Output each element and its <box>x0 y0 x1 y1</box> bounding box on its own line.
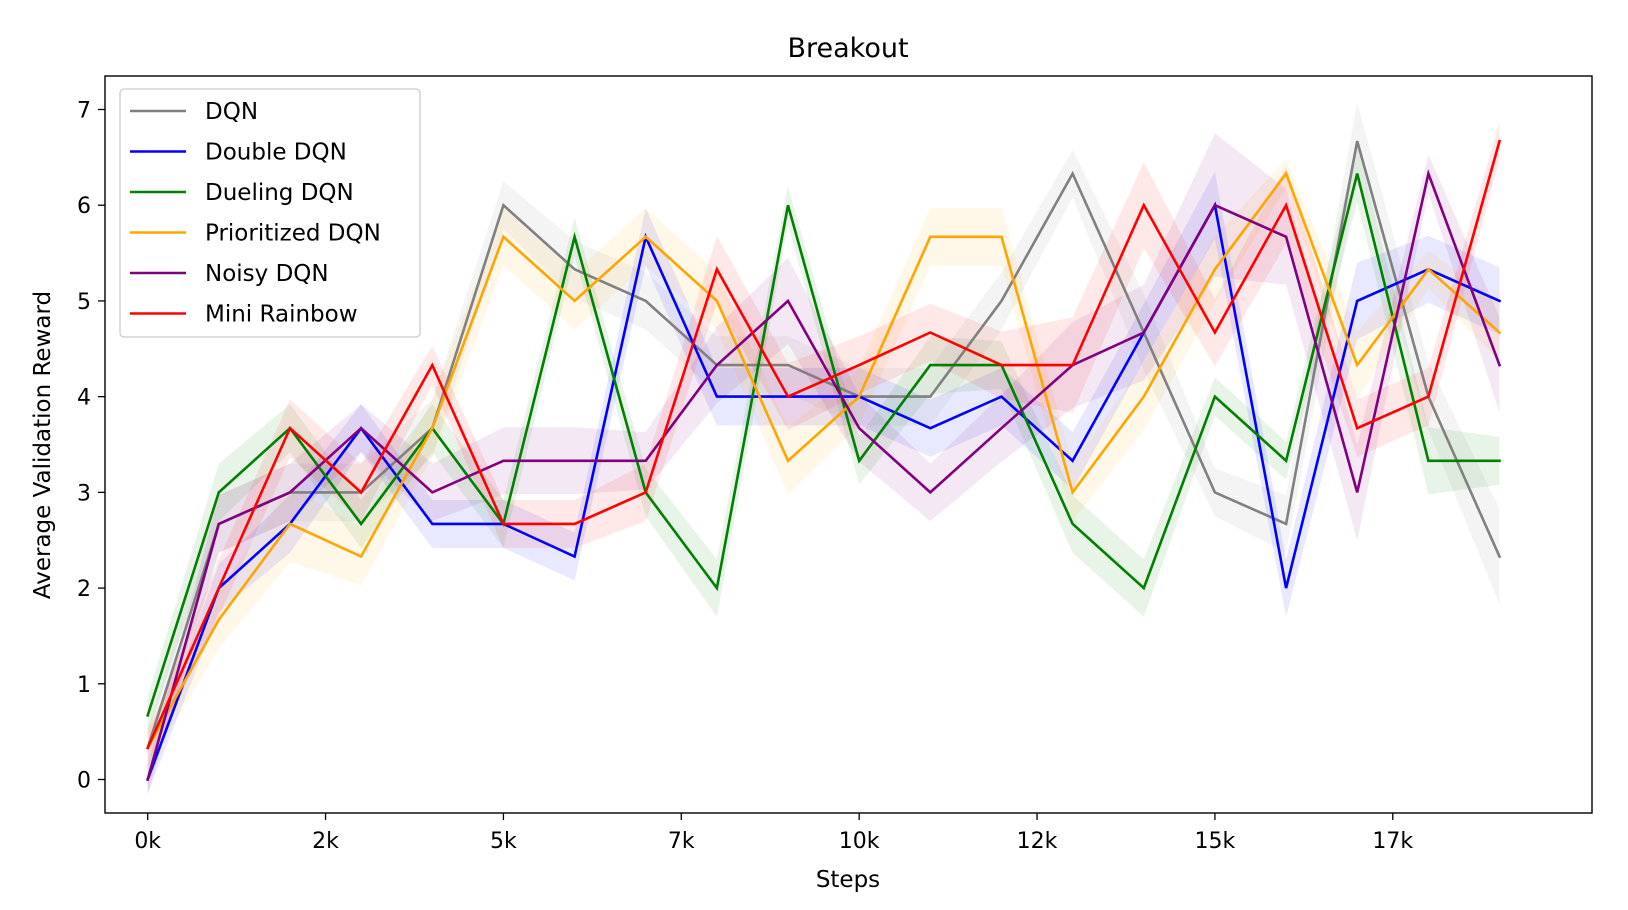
line-dueling-dqn <box>146 173 1501 718</box>
x-tick-label: 15k <box>1195 829 1236 854</box>
y-axis-label: Average Validation Reward <box>30 291 56 599</box>
line-mini-rainbow <box>145 139 1502 750</box>
y-tick-label: 5 <box>77 290 91 315</box>
line-prioritized-dqn <box>145 170 1502 750</box>
band-prioritized-dqn <box>147 159 1500 768</box>
y-tick-label: 4 <box>77 386 91 411</box>
legend-label-dqn: DQN <box>205 99 258 125</box>
y-tick-label: 2 <box>77 577 91 602</box>
x-tick-label: 7k <box>668 829 695 854</box>
y-tick-label: 3 <box>77 481 91 506</box>
y-tick-label: 1 <box>77 673 91 698</box>
legend-label-dueling-dqn: Dueling DQN <box>205 180 354 206</box>
legend-label-prioritized-dqn: Prioritized DQN <box>205 221 381 247</box>
y-axis: 0 1 2 3 4 5 6 7 <box>77 99 105 794</box>
x-tick-label: 12k <box>1017 829 1058 854</box>
line-noisy-dqn <box>146 169 1502 782</box>
x-axis: 0k 2k 5k 7k 10k 12k 15k 17k <box>134 813 1413 854</box>
x-tick-label: 2k <box>312 829 339 854</box>
legend-label-double-dqn: Double DQN <box>205 140 347 166</box>
x-tick-label: 10k <box>839 829 880 854</box>
band-dqn <box>147 102 1500 768</box>
y-tick-label: 0 <box>77 769 91 794</box>
y-tick-label: 6 <box>77 194 91 219</box>
x-axis-label: Steps <box>816 867 880 893</box>
x-tick-label: 5k <box>490 829 517 854</box>
plot-frame <box>104 75 1593 814</box>
legend: DQN Double DQN Dueling DQN Prioritized DQN N… <box>119 88 421 338</box>
line-double-dqn <box>146 201 1502 782</box>
y-tick-label: 7 <box>77 99 91 124</box>
legend-label-mini-rainbow: Mini Rainbow <box>205 302 358 328</box>
chart-title: Breakout <box>787 33 908 64</box>
band-double-dqn <box>147 171 1500 794</box>
x-tick-label: 0k <box>134 829 161 854</box>
legend-box <box>119 88 421 338</box>
legend-label-noisy-dqn: Noisy DQN <box>205 261 329 287</box>
series-lines <box>145 139 1502 782</box>
x-tick-label: 17k <box>1372 829 1413 854</box>
